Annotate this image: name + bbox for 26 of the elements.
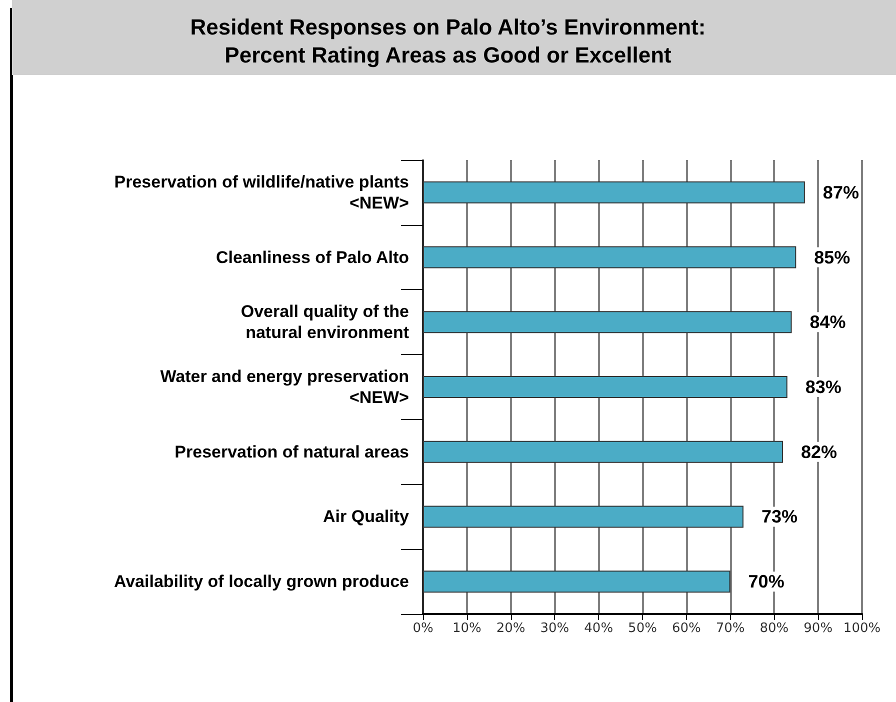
data-label: 70% xyxy=(748,572,784,592)
data-label: 82% xyxy=(800,442,838,462)
data-label: 85% xyxy=(814,247,850,268)
x-tick-label: 70% xyxy=(716,621,745,636)
chart-title: Resident Responses on Palo Alto’s Environment: Percent Rating Areas as Good or Excellent xyxy=(190,14,706,68)
x-tick-label: 50% xyxy=(628,621,657,636)
x-tick-label: 80% xyxy=(760,621,789,636)
x-tick-label: 30% xyxy=(540,621,570,636)
y-tick-label: Availability of locally grown produce xyxy=(114,572,409,592)
y-tick-label: Cleanliness of Palo Alto xyxy=(216,248,409,267)
y-tick-label: Overall quality of the natural environment xyxy=(240,302,410,342)
y-tick-label: Preservation of natural areas xyxy=(174,442,409,462)
x-tick-label: 20% xyxy=(496,621,526,636)
x-tick-label: 40% xyxy=(584,621,614,636)
y-tick-label: Preservation of wildlife/native plants <NEW> xyxy=(114,172,410,212)
y-tick-label: Water and energy preservation <NEW> xyxy=(160,367,410,407)
x-tick-label: 60% xyxy=(672,621,701,636)
data-label: 84% xyxy=(810,312,846,332)
x-tick-label: 10% xyxy=(452,621,482,636)
data-label: 83% xyxy=(805,377,842,397)
x-tick-label: 0% xyxy=(412,621,434,636)
data-label: 73% xyxy=(761,506,798,527)
x-tick-label: 90% xyxy=(804,621,833,636)
x-tick-label: 100% xyxy=(843,621,881,636)
data-label: 87% xyxy=(822,182,859,202)
y-tick-label: Air Quality xyxy=(323,507,410,526)
